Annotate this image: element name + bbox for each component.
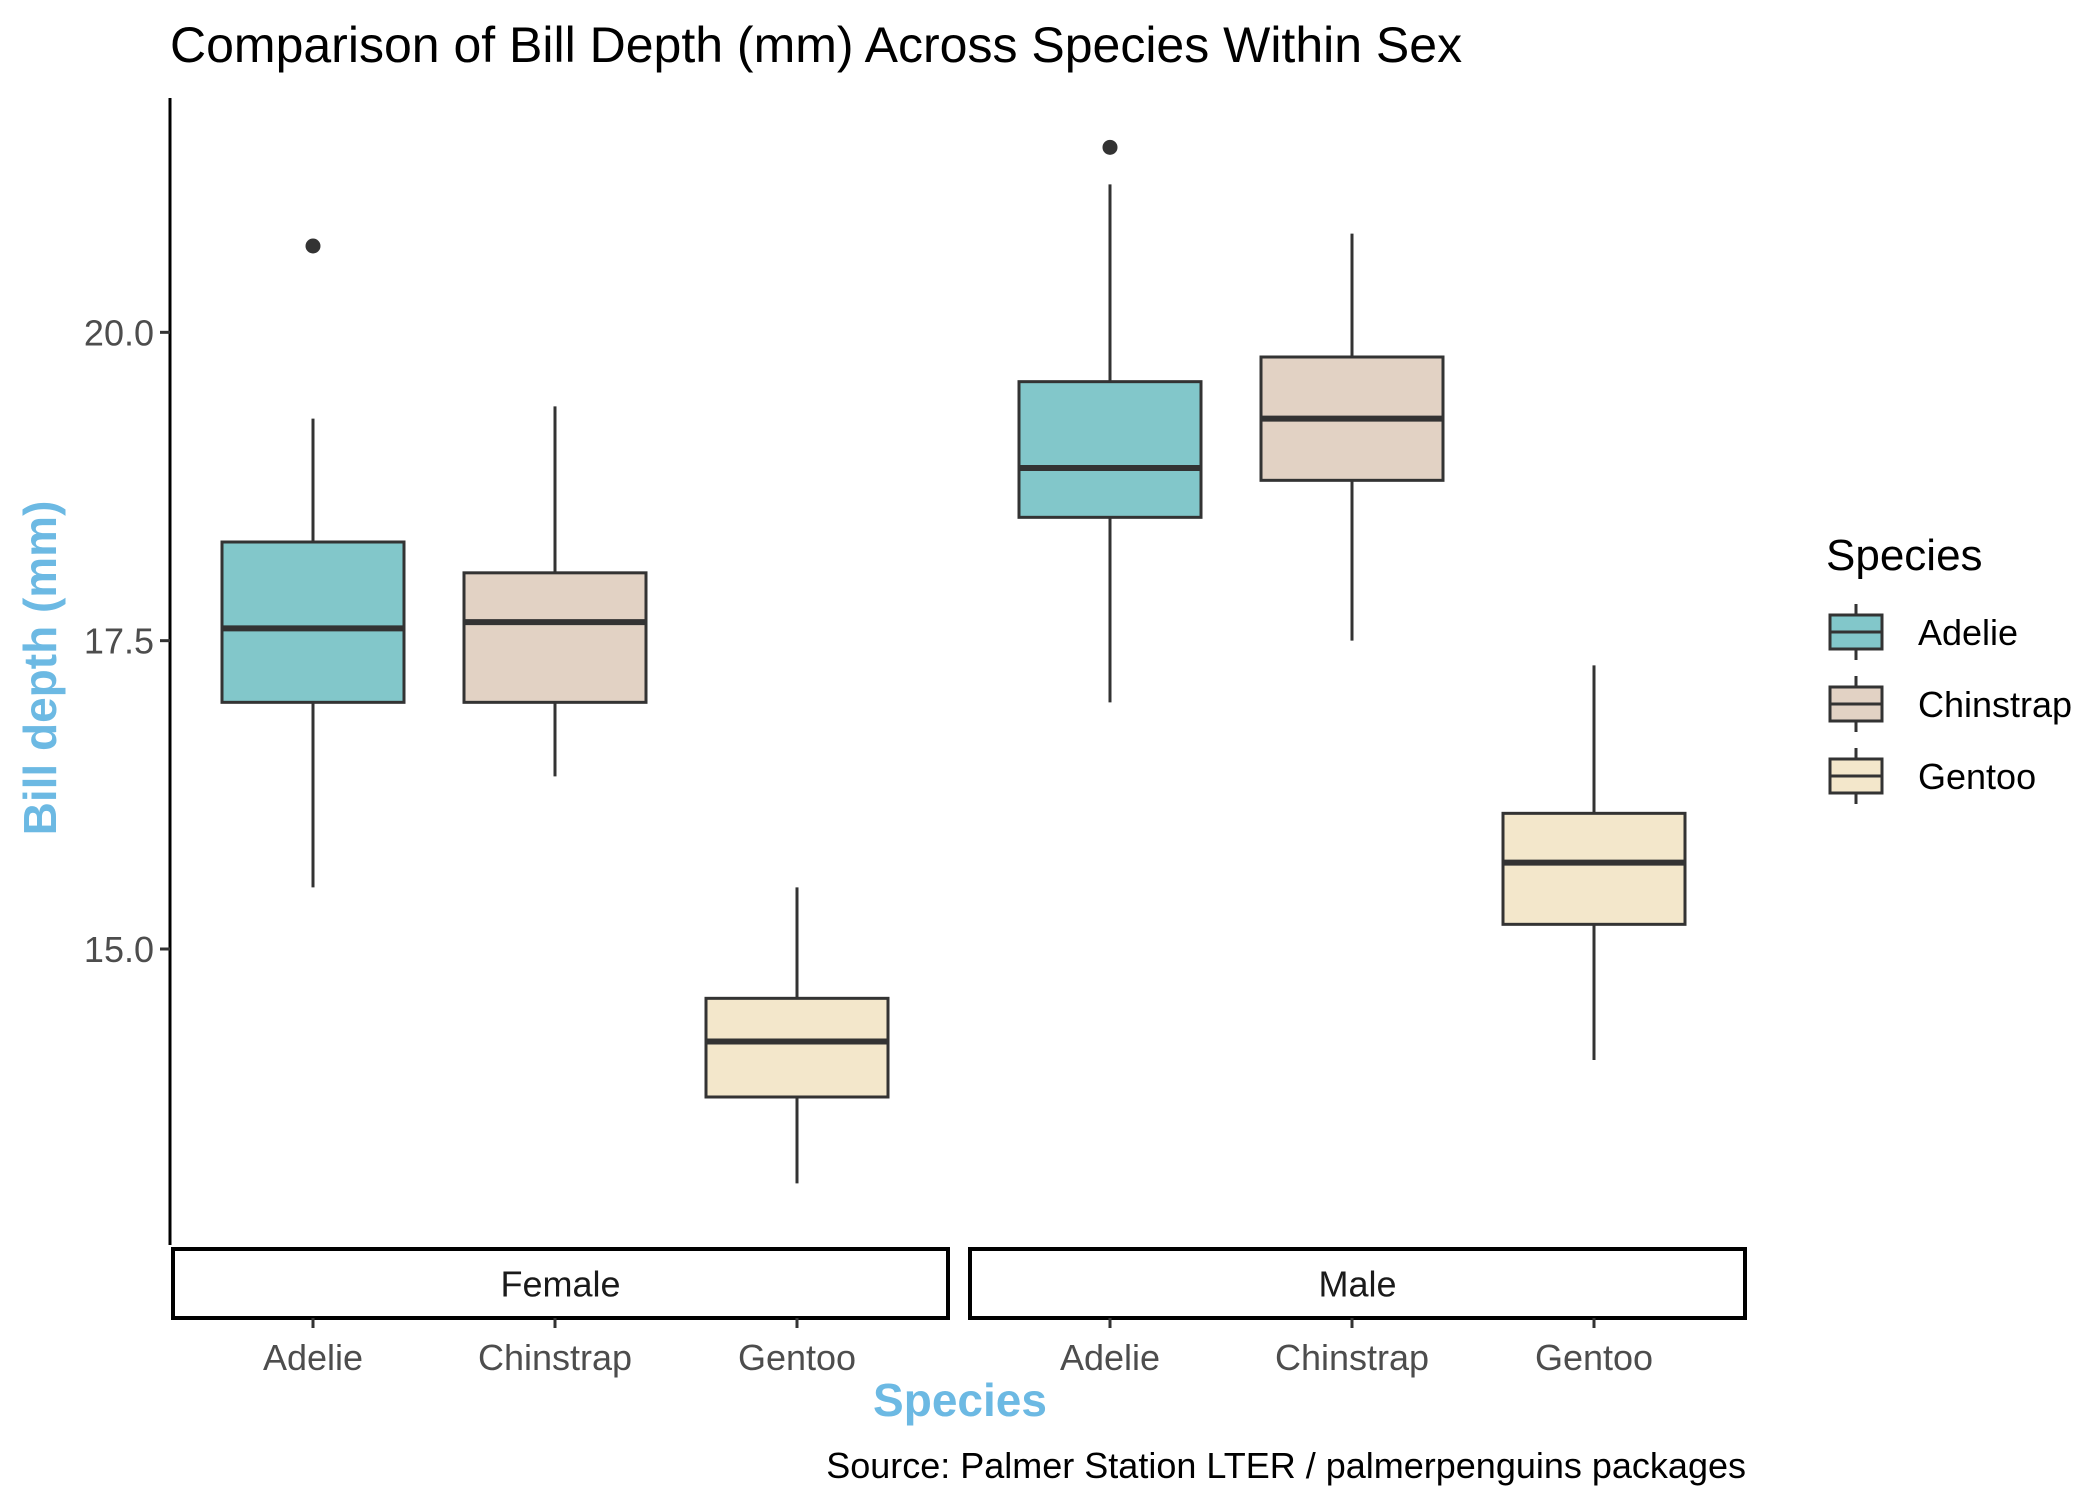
y-tick-label: 17.5 [84,621,154,662]
y-tick-label: 20.0 [84,312,154,353]
box-male-gentoo [1501,665,1687,1060]
x-tick-label: Adelie [1060,1337,1160,1378]
outlier-point [305,238,321,254]
box-male-chinstrap [1259,233,1445,641]
box-iqr [704,996,890,1099]
box-female-adelie [220,238,406,888]
facet-strip-label: Female [500,1264,620,1305]
box-male-adelie [1017,139,1203,703]
chart-title: Comparison of Bill Depth (mm) Across Spe… [170,17,1462,73]
facet-strip-label: Male [1318,1264,1396,1305]
legend-title: Species [1826,531,1983,580]
facet-strip [171,1247,950,1320]
box-iqr [462,571,648,704]
legend-label: Chinstrap [1918,684,2072,725]
x-tick-label: Gentoo [738,1337,856,1378]
facet-strip [968,1247,1747,1320]
legend-item-chinstrap: Chinstrap [1828,676,2072,732]
x-tick-label: Chinstrap [1275,1337,1429,1378]
legend-label: Adelie [1918,612,2018,653]
box-female-gentoo [704,887,890,1184]
y-axis-title: Bill depth (mm) [14,501,66,836]
box-iqr [1017,380,1203,519]
caption: Source: Palmer Station LTER / palmerpeng… [826,1445,1746,1486]
legend-item-adelie: Adelie [1828,604,2018,660]
facet-panel-male: Male Adelie Chinstrap Gentoo [968,139,1747,1378]
outlier-point [1102,139,1118,155]
legend-label: Gentoo [1918,756,2036,797]
x-axis-title: Species [873,1374,1047,1426]
legend: Species Adelie Chinstrap Gentoo [1826,531,2072,804]
x-tick-label: Chinstrap [478,1337,632,1378]
legend-item-gentoo: Gentoo [1828,748,2036,804]
x-tick-label: Gentoo [1535,1337,1653,1378]
box-iqr [1501,811,1687,926]
box-female-chinstrap [462,406,648,777]
y-axis: 15.0 17.5 20.0 [84,98,172,1245]
y-tick-label: 15.0 [84,929,154,970]
box-iqr [220,540,406,704]
facet-panel-female: Female Adelie Chinstrap Gentoo [171,238,950,1378]
x-tick-label: Adelie [263,1337,363,1378]
facet-panels: Female Adelie Chinstrap Gentoo Male Adelie Chi… [171,139,1747,1378]
